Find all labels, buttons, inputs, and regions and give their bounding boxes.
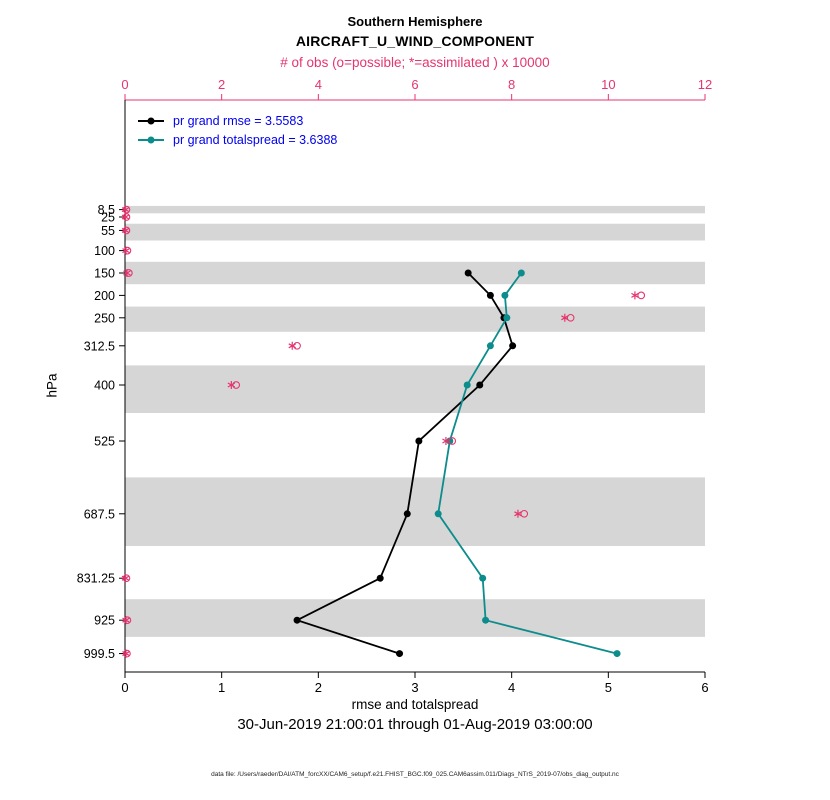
x-axis-tick-label: 0: [121, 680, 128, 695]
legend-entry-totalspread: pr grand totalspread = 3.6388: [138, 130, 337, 149]
shaded-band: [125, 205, 705, 214]
obs-axis-title: # of obs (o=possible; *=assimilated ) x …: [280, 55, 550, 70]
obs-assimilated-marker: [288, 341, 296, 350]
obs-possible-marker: [125, 269, 133, 277]
rmse-point: [403, 510, 411, 518]
y-axis-tick-label: 831.25: [77, 572, 115, 586]
shaded-band: [125, 365, 705, 413]
date-range-subtitle: 30-Jun-2019 21:00:01 through 01-Aug-2019…: [237, 716, 593, 733]
chart-subtitle: AIRCRAFT_U_WIND_COMPONENT: [295, 33, 535, 49]
obs-assimilated-marker: [631, 291, 639, 300]
x-axis-tick-label: 4: [508, 680, 515, 695]
rmse-point: [464, 269, 472, 277]
totalspread-point: [613, 650, 621, 658]
legend: pr grand rmse = 3.5583 pr grand totalspr…: [138, 111, 337, 149]
rmse-point: [415, 437, 423, 445]
y-axis-tick-label: 25: [101, 211, 115, 225]
obs-possible-marker: [293, 341, 301, 350]
x-axis-tick-label: 1: [218, 680, 225, 695]
obs-axis-tick-label: 8: [508, 77, 515, 92]
rmse-point: [376, 574, 384, 582]
legend-entry-rmse: pr grand rmse = 3.5583: [138, 111, 337, 130]
obs-possible-marker: [448, 437, 457, 445]
rmse-point: [293, 616, 301, 624]
obs-axis-tick-label: 10: [601, 77, 615, 92]
shaded-band: [125, 261, 705, 285]
x-axis-tick-label: 6: [701, 680, 708, 695]
obs-axis-tick-label: 4: [315, 77, 322, 92]
y-axis-tick-label: 250: [94, 311, 115, 325]
rmse-point: [509, 342, 517, 350]
obs-possible-marker: [122, 574, 131, 583]
obs-possible-marker: [566, 313, 575, 322]
x-axis-label: rmse and totalspread: [351, 697, 479, 712]
rmse-point: [476, 381, 484, 389]
obs-possible-marker: [232, 381, 241, 389]
obs-possible-marker: [122, 205, 131, 214]
obs-assimilated-marker: [227, 381, 236, 389]
obs-possible-marker: [123, 649, 131, 658]
data-file-path: data file: /Users/raeder/DAI/ATM_forcXX/…: [211, 771, 619, 778]
totalspread-point: [479, 574, 487, 582]
y-axis-tick-label: 100: [94, 244, 115, 258]
y-axis-label: hPa: [44, 373, 60, 398]
legend-totalspread-label: pr grand totalspread = 3.6388: [173, 132, 338, 147]
totalspread-point: [503, 314, 511, 322]
totalspread-point: [486, 342, 494, 350]
y-axis-tick-label: 150: [94, 267, 115, 281]
y-axis-tick-label: 999.5: [84, 647, 115, 661]
shaded-band: [125, 477, 705, 546]
obs-possible-marker: [123, 246, 132, 255]
x-axis-tick-label: 3: [411, 680, 418, 695]
shaded-band: [125, 223, 705, 241]
y-axis-tick-label: 55: [101, 224, 115, 238]
legend-rmse-label: pr grand rmse = 3.5583: [173, 113, 304, 128]
obs-axis-tick-label: 2: [218, 77, 225, 92]
obs-possible-marker: [520, 509, 529, 518]
obs-assimilated-marker: [514, 509, 522, 518]
obs-possible-marker: [122, 213, 131, 221]
y-axis-tick-label: 8.5: [98, 203, 115, 217]
y-axis-tick-label: 200: [94, 289, 115, 303]
rmse-point: [486, 291, 494, 299]
totalspread-point: [517, 269, 525, 277]
shaded-band: [125, 306, 705, 332]
y-axis-tick-label: 525: [94, 435, 115, 449]
y-axis-tick-label: 925: [94, 614, 115, 628]
obs-axis-tick-label: 12: [698, 77, 712, 92]
rmse-line: [294, 272, 514, 655]
x-axis-tick-label: 2: [315, 680, 322, 695]
obs-possible-marker: [122, 226, 131, 235]
obs-axis-tick-label: 6: [411, 77, 418, 92]
totalspread-point: [501, 291, 509, 299]
totalspread-point: [463, 381, 471, 389]
rmse-point: [396, 650, 404, 658]
obs-possible-marker: [123, 616, 132, 625]
totalspread-point: [482, 616, 490, 624]
y-axis-tick-label: 687.5: [84, 507, 115, 521]
totalspread-line: [437, 272, 618, 655]
chart-title: Southern Hemisphere: [347, 14, 483, 29]
shaded-band: [125, 599, 705, 637]
x-axis-tick-label: 5: [605, 680, 612, 695]
obs-axis-tick-label: 0: [121, 77, 128, 92]
rmse-line-swatch: [138, 119, 164, 122]
totalspread-point: [434, 510, 442, 518]
obs-assimilated-marker: [442, 437, 450, 445]
y-axis-tick-label: 312.5: [84, 339, 115, 353]
totalspread-line-swatch: [138, 138, 164, 141]
y-axis-tick-label: 400: [94, 379, 115, 393]
obs-possible-marker: [637, 291, 646, 300]
